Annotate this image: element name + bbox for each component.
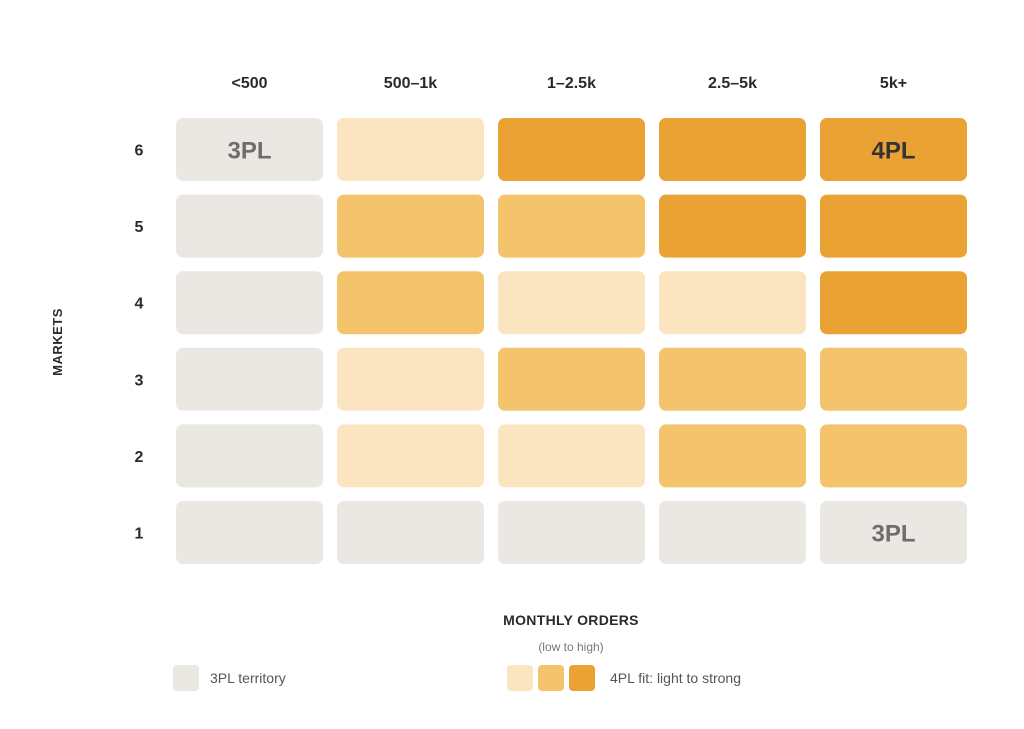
row-label: 5 bbox=[135, 219, 144, 236]
legend-swatch-light bbox=[507, 665, 533, 691]
heatmap-cell bbox=[659, 424, 806, 488]
heatmap-cell bbox=[498, 424, 645, 488]
heatmap-cell bbox=[659, 194, 806, 258]
heatmap-cell bbox=[176, 118, 323, 181]
heatmap-cell bbox=[498, 194, 645, 258]
heatmap-cell bbox=[498, 501, 645, 564]
heatmap-cell bbox=[498, 118, 645, 181]
legend-swatch-3pl bbox=[173, 665, 199, 691]
x-axis-title: MONTHLY ORDERS bbox=[503, 612, 639, 628]
column-label: 500–1k bbox=[384, 75, 437, 92]
heatmap-cell bbox=[498, 347, 645, 411]
y-axis-title: MARKETS bbox=[50, 308, 65, 376]
heatmap-cell bbox=[820, 271, 967, 335]
heatmap-cell bbox=[337, 271, 484, 335]
row-label: 6 bbox=[135, 143, 144, 160]
heatmap-cell bbox=[176, 501, 323, 564]
legend-label-4pl: 4PL fit: light to strong bbox=[610, 670, 741, 686]
legend-swatch-strong bbox=[569, 665, 595, 691]
heatmap-cell bbox=[659, 501, 806, 564]
heatmap-cell bbox=[659, 347, 806, 411]
row-label: 3 bbox=[135, 372, 144, 389]
heatmap-cell bbox=[820, 347, 967, 411]
row-label: 1 bbox=[135, 526, 144, 543]
column-label: 5k+ bbox=[880, 75, 907, 92]
row-label: 2 bbox=[135, 449, 144, 466]
legend-label-3pl: 3PL territory bbox=[210, 670, 286, 686]
cell-annotation: 4PL bbox=[871, 138, 915, 165]
heatmap-cell bbox=[176, 424, 323, 488]
heatmap-cell bbox=[176, 347, 323, 411]
heatmap-cell bbox=[337, 501, 484, 564]
heatmap-cell bbox=[820, 424, 967, 488]
heatmap-cell bbox=[659, 118, 806, 181]
column-label: <500 bbox=[231, 75, 267, 92]
heatmap-cell bbox=[337, 424, 484, 488]
heatmap-cell bbox=[820, 118, 967, 181]
row-label: 4 bbox=[135, 296, 144, 313]
x-axis-subtitle: (low to high) bbox=[538, 640, 603, 654]
cell-annotation: 3PL bbox=[871, 521, 915, 548]
heatmap-cell bbox=[176, 194, 323, 258]
heatmap-cell bbox=[820, 194, 967, 258]
legend-swatch-medium bbox=[538, 665, 564, 691]
heatmap-cell bbox=[659, 271, 806, 335]
legend: 3PL territory 4PL fit: light to strong bbox=[173, 665, 741, 691]
heatmap-cell bbox=[176, 271, 323, 335]
heatmap-cell bbox=[498, 271, 645, 335]
heatmap-cells bbox=[176, 118, 967, 564]
column-label: 2.5–5k bbox=[708, 75, 757, 92]
heatmap-cell bbox=[337, 347, 484, 411]
cell-annotations: 3PL 4PL 3PL bbox=[227, 138, 915, 548]
heatmap-cell bbox=[820, 501, 967, 564]
column-labels: <500 500–1k 1–2.5k 2.5–5k 5k+ bbox=[231, 75, 907, 92]
cell-annotation: 3PL bbox=[227, 138, 271, 165]
row-labels: 6 5 4 3 2 1 bbox=[135, 143, 144, 543]
column-label: 1–2.5k bbox=[547, 75, 596, 92]
heatmap-cell bbox=[337, 194, 484, 258]
heatmap-cell bbox=[337, 118, 484, 181]
